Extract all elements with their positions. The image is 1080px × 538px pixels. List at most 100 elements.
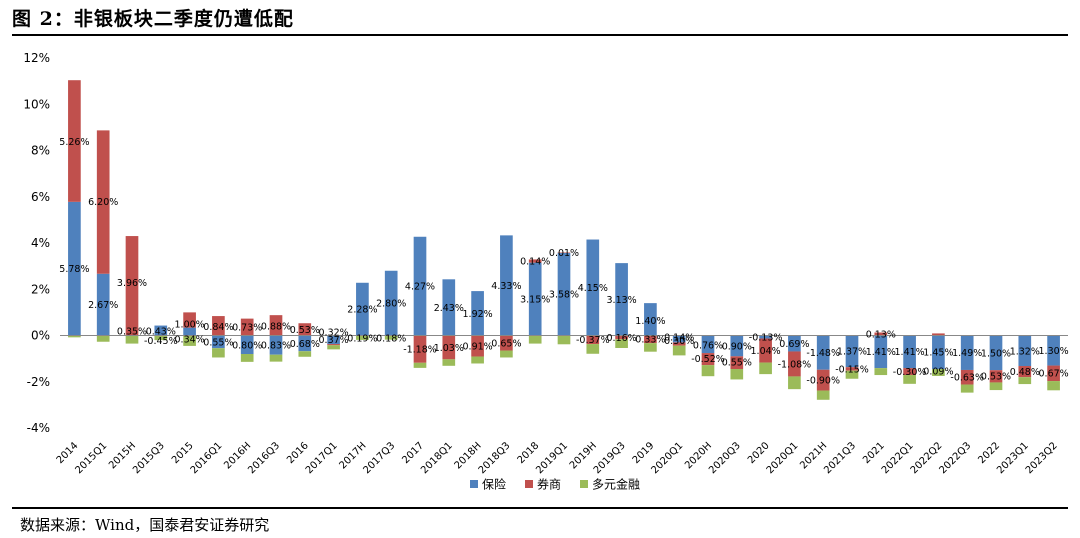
x-tick-label: 2021Q3 xyxy=(822,440,858,476)
data-label: 0.48% xyxy=(1010,367,1040,378)
bar-brokerage xyxy=(471,335,484,357)
data-label: 0.32% xyxy=(319,328,349,339)
bar-diversified xyxy=(845,370,859,379)
y-tick-label: 6% xyxy=(31,190,50,204)
y-tick-label: 0% xyxy=(31,329,50,343)
data-label: 0.90% xyxy=(722,341,752,352)
bar-brokerage xyxy=(1047,365,1060,382)
data-label: 0.88% xyxy=(261,321,291,332)
data-label: 0.34% xyxy=(175,334,205,345)
data-label: 0.69% xyxy=(779,339,809,350)
bar-diversified xyxy=(356,335,369,340)
data-label: 1.41% xyxy=(866,347,896,358)
bar-brokerage xyxy=(528,259,542,263)
data-label: -0.37% xyxy=(576,335,610,346)
data-label: -0.45% xyxy=(144,336,178,347)
bar-diversified xyxy=(788,376,801,390)
bar-insurance xyxy=(413,236,427,336)
data-label: 1.40% xyxy=(635,316,665,327)
bar-insurance xyxy=(845,335,859,368)
bar-diversified xyxy=(644,343,657,352)
data-label: 2.28% xyxy=(347,305,377,316)
bar-diversified xyxy=(615,339,628,348)
bar-insurance xyxy=(1018,335,1032,367)
stacked-bar-chart: -4% -2% 0% 2% 4% 6% 8% 10% 12% 5.26% 5.78% 6.20% 2.… xyxy=(23,51,1068,492)
x-tick-label: 2022 xyxy=(976,440,1002,466)
bar-insurance xyxy=(586,239,600,336)
bar-diversified xyxy=(960,384,974,393)
bar-diversified xyxy=(903,375,916,384)
bar-brokerage xyxy=(500,335,513,351)
bar-insurance xyxy=(183,327,196,336)
bar-insurance xyxy=(874,335,888,369)
data-label: 0.18% xyxy=(376,333,406,344)
bar-insurance xyxy=(356,282,369,336)
x-tick-label: 2016Q1 xyxy=(189,440,225,476)
bar-brokerage xyxy=(413,335,427,363)
y-tick-label: -2% xyxy=(27,375,50,389)
data-label: 0.76% xyxy=(693,340,723,351)
bar-insurance xyxy=(788,335,801,352)
bar-insurance xyxy=(989,335,1003,371)
x-tick-label: 2018Q3 xyxy=(477,440,513,476)
data-label: 5.26% xyxy=(59,137,89,148)
x-tick-label: 2016 xyxy=(285,440,311,466)
bar-brokerage xyxy=(816,369,830,391)
bar-brokerage xyxy=(730,356,744,370)
data-label: 0.13% xyxy=(866,329,896,340)
x-tick-label: 2020 xyxy=(746,440,772,466)
data-label: 1.49% xyxy=(952,348,982,359)
data-label: 0.55% xyxy=(203,337,233,348)
y-axis: -4% -2% 0% 2% 4% 6% 8% 10% 12% xyxy=(23,51,50,435)
bar-insurance xyxy=(816,335,830,370)
bar-insurance xyxy=(730,335,744,357)
bar-brokerage xyxy=(586,335,600,345)
x-tick-label: 2020Q3 xyxy=(707,440,743,476)
data-label: 4.15% xyxy=(578,283,608,294)
bar-diversified xyxy=(442,359,456,366)
legend: 保险 券商 多元金融 xyxy=(470,477,640,492)
bar-insurance xyxy=(327,335,340,345)
data-label: 0.35% xyxy=(117,326,147,337)
data-label: 4.33% xyxy=(491,281,521,292)
bar-brokerage xyxy=(1018,366,1032,378)
x-tick-label: 2017Q3 xyxy=(361,440,397,476)
x-tick-label: 2017 xyxy=(400,440,426,466)
data-label: -0.30% xyxy=(893,367,927,378)
bar-insurance xyxy=(1047,335,1060,366)
data-label: 1.41% xyxy=(895,347,925,358)
bar-diversified xyxy=(269,354,283,362)
data-label: 0.91% xyxy=(463,342,493,353)
data-label: 0.33% xyxy=(635,335,665,346)
bar-brokerage xyxy=(240,318,254,336)
data-label: 0.19% xyxy=(347,333,377,344)
y-tick-label: 2% xyxy=(31,282,50,296)
bar-insurance xyxy=(298,335,312,352)
x-tick-label: 2019 xyxy=(631,440,657,466)
legend-swatch xyxy=(525,480,533,488)
y-tick-label: 4% xyxy=(31,236,50,250)
bar-insurance xyxy=(240,335,254,354)
data-label: 1.00% xyxy=(175,319,205,330)
bar-brokerage xyxy=(183,312,196,328)
bar-brokerage xyxy=(989,370,1003,383)
data-label: -0.15% xyxy=(835,364,869,375)
bar-insurance xyxy=(644,303,657,336)
legend-label: 保险 xyxy=(482,477,506,492)
y-tick-label: 10% xyxy=(23,97,50,111)
bar-brokerage xyxy=(960,369,974,385)
x-tick-label: 2021 xyxy=(861,440,887,466)
data-label: 0.83% xyxy=(261,341,291,352)
data-label: 0.01% xyxy=(549,248,579,259)
bar-diversified xyxy=(730,369,744,380)
bar-brokerage xyxy=(788,351,801,377)
bar-diversified xyxy=(413,362,427,368)
data-label: 0.84% xyxy=(203,322,233,333)
bar-insurance xyxy=(903,335,916,369)
title-rule xyxy=(12,34,1068,36)
bar-brokerage xyxy=(672,342,686,346)
bar-diversified xyxy=(586,344,600,354)
bar-brokerage xyxy=(701,353,715,366)
data-label: 3.15% xyxy=(520,295,550,306)
data-label: 0.30% xyxy=(664,336,694,347)
